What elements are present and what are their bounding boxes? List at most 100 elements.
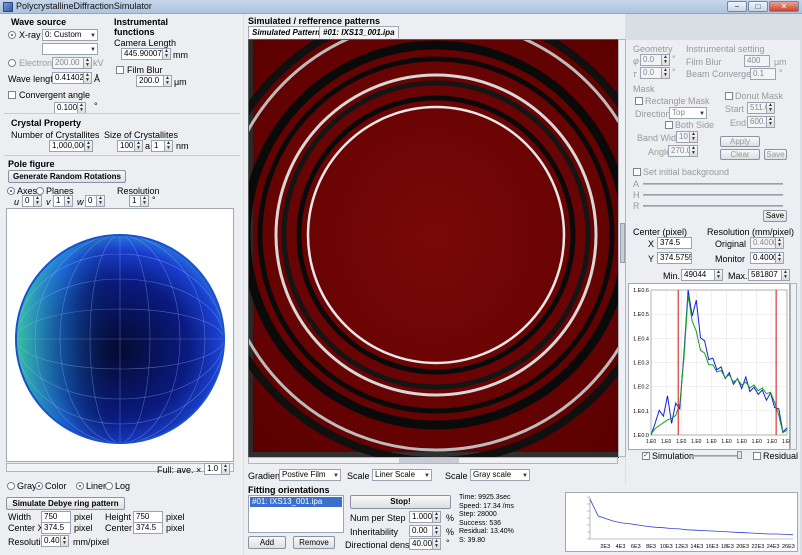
band-width-spinner[interactable]: ▲ ▼	[690, 131, 698, 143]
vertical-scroll-thumb[interactable]	[620, 223, 625, 263]
wavelength-input[interactable]: 0.41402413	[52, 72, 84, 84]
gradient-select[interactable]: Postive Film ▼	[279, 469, 341, 481]
electron-spinner[interactable]: ▲ ▼	[84, 57, 92, 69]
close-button[interactable]: ✕	[769, 1, 799, 12]
angle-input[interactable]: 270.0	[668, 145, 690, 157]
w-spinner[interactable]: ▲ ▼	[97, 195, 105, 207]
center-x-input[interactable]: 374.5	[41, 522, 71, 534]
camera-length-input[interactable]: 445.90007	[121, 48, 163, 60]
minimize-button[interactable]: −	[727, 1, 747, 12]
maximize-button[interactable]: □	[748, 1, 768, 12]
inheritability-spinner[interactable]: ▲ ▼	[433, 525, 441, 537]
residual-history-chart[interactable]: 2E3 4E3 6E3 8E3 10E3 12E3 14E3 16E3 18E3 20E3 22E3…	[565, 492, 798, 552]
end-input[interactable]: 600.0	[747, 116, 767, 128]
simulate-debye-button[interactable]: Simulate Debye ring pattern	[6, 497, 125, 510]
pole-figure-canvas[interactable]	[6, 208, 234, 462]
simulation-slider-thumb[interactable]	[737, 451, 742, 459]
background-save-button[interactable]: Save	[763, 210, 787, 222]
full-ave-spinner[interactable]: ▲ ▼	[222, 463, 230, 475]
electron-voltage-input[interactable]: 200.00	[52, 57, 84, 69]
directional-density-spinner[interactable]: ▲ ▼	[433, 538, 441, 550]
pattern-vertical-scrollbar[interactable]	[618, 39, 626, 457]
fitting-list-item[interactable]: #01: IXS13_001.ipa	[250, 497, 342, 507]
donut-mask-checkbox[interactable]	[725, 92, 733, 100]
v-input[interactable]: 1	[53, 195, 65, 207]
v-spinner[interactable]: ▲ ▼	[65, 195, 73, 207]
add-button[interactable]: Add	[248, 536, 286, 549]
directional-density-input[interactable]: 40.00	[409, 538, 433, 550]
convergent-checkbox[interactable]	[8, 91, 16, 99]
direction-select[interactable]: Top ▼	[669, 107, 707, 119]
size-spinner[interactable]: ▲ ▼	[135, 140, 143, 152]
tau-spinner[interactable]: ▲ ▼	[662, 67, 670, 79]
center-y-right-input[interactable]: 374.57553	[657, 252, 692, 264]
generate-rotations-button[interactable]: Generate Random Rotations	[8, 170, 126, 183]
h-slider[interactable]	[643, 194, 783, 196]
diffraction-pattern-view[interactable]	[206, 5, 666, 465]
film-blur-input[interactable]: 200.0	[136, 75, 164, 87]
original-input[interactable]: 0.4000	[750, 237, 776, 249]
resolution-input[interactable]: 1	[129, 195, 141, 207]
electron-radio[interactable]	[8, 59, 16, 67]
profile-vertical-scrollbar[interactable]	[790, 283, 797, 450]
phi-input[interactable]: 0.0	[640, 54, 662, 66]
initial-background-checkbox[interactable]	[633, 168, 641, 176]
inheritability-input[interactable]: 0.00	[409, 525, 433, 537]
r-slider[interactable]	[643, 205, 783, 207]
apply-button[interactable]: Apply	[720, 136, 760, 147]
monitor-spinner[interactable]: ▲ ▼	[776, 252, 784, 264]
horizontal-scroll-thumb[interactable]	[399, 458, 459, 463]
film-blur-spinner[interactable]: ▲ ▼	[164, 75, 172, 87]
profile-chart[interactable]: 1.E0.6 1.E0.5 1.E0.4 1.E0.3 1.E0.2 1.E0.1 1.E0…	[628, 283, 792, 450]
full-ave-input[interactable]: 1.0	[204, 463, 222, 475]
fitting-list[interactable]: #01: IXS13_001.ipa	[248, 495, 344, 533]
liner-radio[interactable]	[76, 482, 84, 490]
tau-input[interactable]: 0.0	[640, 67, 662, 79]
end-spinner[interactable]: ▲ ▼	[767, 116, 775, 128]
size-spinner-2[interactable]: ▲ ▼	[165, 140, 173, 152]
rect-mask-checkbox[interactable]	[635, 97, 643, 105]
max-input[interactable]: 581807	[748, 269, 782, 281]
size-input[interactable]: 100	[117, 140, 135, 152]
start-spinner[interactable]: ▲ ▼	[767, 102, 775, 114]
simulation-checkbox[interactable]	[642, 452, 650, 460]
num-crystallites-input[interactable]: 1,000,000	[49, 140, 85, 152]
max-spinner[interactable]: ▲ ▼	[782, 269, 790, 281]
phi-spinner[interactable]: ▲ ▼	[662, 54, 670, 66]
simulation-slider[interactable]	[690, 455, 740, 457]
film-blur-checkbox[interactable]	[116, 66, 124, 74]
num-per-step-spinner[interactable]: ▲ ▼	[433, 511, 441, 523]
right-filmblur-input[interactable]: 400	[744, 55, 770, 67]
center-y-input[interactable]: 374.5	[133, 522, 163, 534]
gray-radio[interactable]	[7, 482, 15, 490]
debye-resolution-spinner[interactable]: ▲ ▼	[61, 535, 69, 547]
xray-line-select[interactable]: ▼	[42, 43, 98, 55]
u-spinner[interactable]: ▲ ▼	[34, 195, 42, 207]
xray-source-select[interactable]: 0: Custom ▼	[42, 29, 98, 41]
scale2-select[interactable]: Gray scale ▼	[470, 469, 530, 481]
center-x-right-input[interactable]: 374.5	[657, 237, 692, 249]
pattern-horizontal-scrollbar[interactable]	[248, 457, 618, 464]
camera-length-spinner[interactable]: ▲ ▼	[163, 48, 171, 60]
clear-button[interactable]: Clear	[720, 149, 760, 160]
both-side-checkbox[interactable]	[665, 121, 673, 129]
remove-button[interactable]: Remove	[293, 536, 335, 549]
mask-save-button[interactable]: Save	[764, 149, 787, 160]
axes-radio[interactable]	[7, 187, 15, 195]
planes-radio[interactable]	[36, 187, 44, 195]
monitor-input[interactable]: 0.4000	[750, 252, 776, 264]
num-crystallites-spinner[interactable]: ▲ ▼	[85, 140, 93, 152]
min-spinner[interactable]: ▲ ▼	[715, 269, 723, 281]
stop-button[interactable]: Stop!	[350, 495, 451, 509]
original-spinner[interactable]: ▲ ▼	[776, 237, 784, 249]
angle-spinner[interactable]: ▲ ▼	[690, 145, 698, 157]
pole-horizontal-scrollbar[interactable]	[6, 463, 234, 472]
a-slider[interactable]	[643, 183, 783, 185]
debye-resolution-input[interactable]: 0.40	[41, 535, 61, 547]
u-input[interactable]: 0	[22, 195, 34, 207]
w-input[interactable]: 0	[85, 195, 97, 207]
xray-radio[interactable]	[8, 31, 16, 39]
wavelength-spinner[interactable]: ▲ ▼	[84, 72, 92, 84]
size-input-2[interactable]: 1	[151, 140, 165, 152]
tab-reference-pattern[interactable]: #01: IXS13_001.ipa	[319, 26, 399, 38]
